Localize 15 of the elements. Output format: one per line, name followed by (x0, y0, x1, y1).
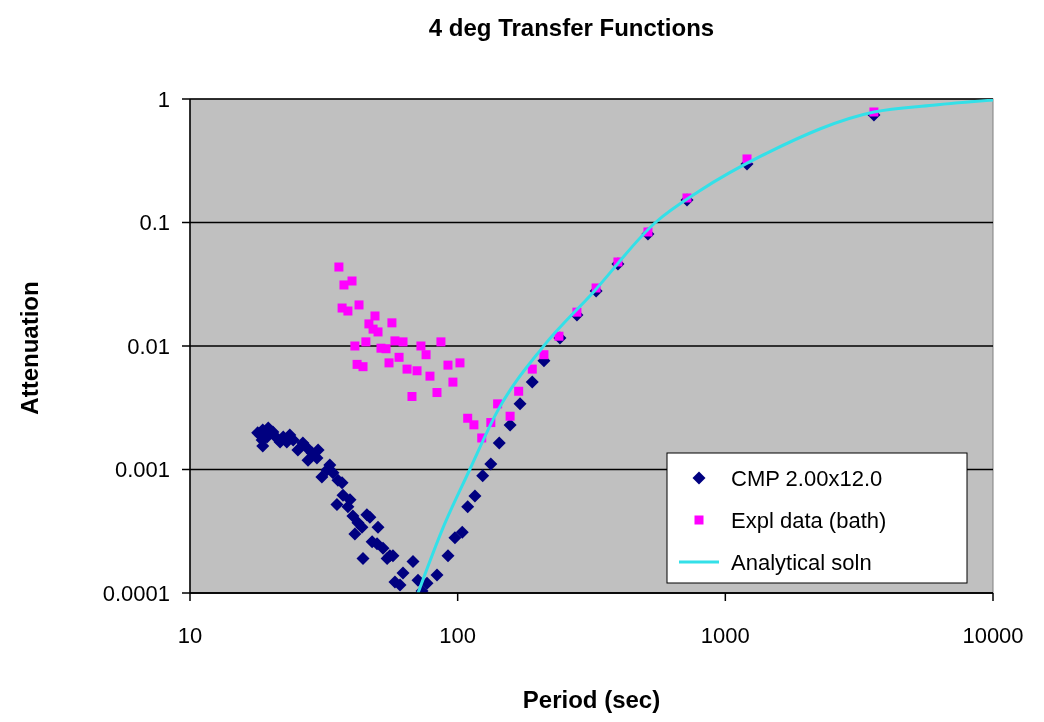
x-axis-title: Period (sec) (522, 686, 661, 713)
y-tick-label: 0.001 (114, 457, 170, 483)
x-tick-label: 10000 (962, 623, 1024, 648)
x-tick-label: 1000 (700, 623, 750, 648)
legend-label: CMP 2.00x12.0 (731, 465, 883, 491)
y-axis-title: Attenuation (16, 281, 43, 415)
chart-title: 4 deg Transfer Functions (428, 14, 715, 41)
legend-label: Expl data (bath) (731, 507, 887, 533)
legend-label: Analytical soln (731, 549, 872, 575)
y-tick-label: 0.01 (127, 333, 170, 359)
x-tick-label: 10 (177, 623, 203, 648)
y-tick-label: 1 (157, 86, 170, 112)
x-tick-label: 100 (439, 623, 477, 648)
y-tick-label: 0.1 (139, 210, 170, 236)
y-tick-label: 0.0001 (102, 580, 170, 606)
